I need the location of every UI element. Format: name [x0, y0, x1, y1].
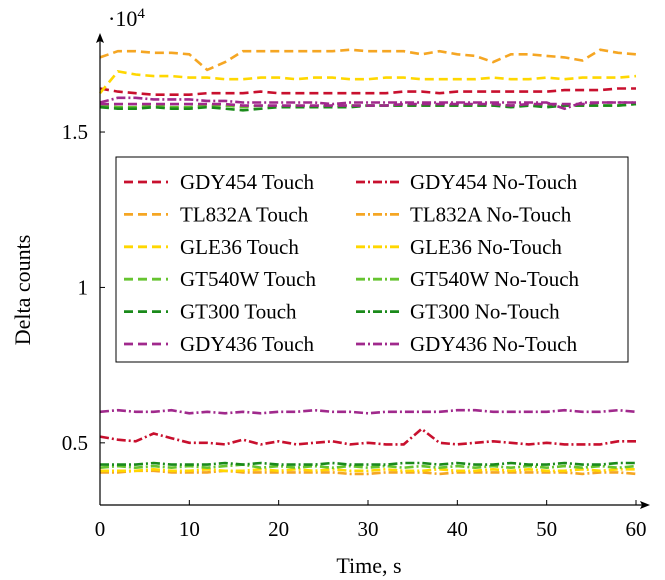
legend-entry-tl832a-touch: TL832A Touch	[124, 202, 309, 226]
series-line-gt300-no-touch	[100, 461, 636, 466]
legend-label: GDY436 Touch	[180, 332, 315, 356]
legend-label: GT540W Touch	[180, 267, 316, 291]
legend-label: GLE36 Touch	[180, 235, 299, 259]
legend-label: GT540W No-Touch	[410, 267, 580, 291]
x-tick-label: 20	[268, 517, 289, 541]
legend-entry-tl832a-no-touch: TL832A No-Touch	[356, 202, 572, 226]
legend-entry-gt300-touch: GT300 Touch	[124, 300, 297, 324]
series-line-gdy454-touch	[99, 87, 636, 96]
series-line-tl832a-no-touch	[100, 469, 637, 476]
tick-labels: 0 10 20 30 40 50 60 0.5 1 1.5	[62, 120, 647, 541]
x-axis-arrow	[640, 501, 650, 509]
legend-box	[115, 156, 629, 363]
legend-entry-gt540w-touch: GT540W Touch	[124, 267, 316, 291]
x-tick-label: 30	[358, 517, 379, 541]
legend-entry-gt300-no-touch: GT300 No-Touch	[356, 300, 560, 324]
legend-label: TL832A No-Touch	[410, 202, 572, 226]
legend-label: GDY436 No-Touch	[410, 332, 578, 356]
x-axis-label: Time, s	[336, 553, 401, 578]
legend-entry-gle36-touch: GLE36 Touch	[124, 235, 299, 259]
series-line-gdy436-no-touch	[99, 96, 636, 111]
legend-entry-gdy436-touch: GDY436 Touch	[124, 332, 315, 356]
legend-entry-gdy454-no-touch: GDY454 No-Touch	[356, 170, 578, 194]
x-tick-label: 10	[179, 517, 200, 541]
x-tick-label: 50	[536, 517, 557, 541]
legend: GDY454 Touch TL832A Touch GLE36 Touch GT540…	[115, 156, 629, 363]
series-layer	[98, 48, 637, 476]
series-line-gle36-touch	[98, 69, 637, 95]
series-line-gt540w-no-touch	[99, 463, 637, 470]
legend-label: GDY454 No-Touch	[410, 170, 578, 194]
legend-entry-gt540w-no-touch: GT540W No-Touch	[356, 267, 580, 291]
x-tick-label: 40	[447, 517, 468, 541]
y-axis-label: Delta counts	[10, 235, 35, 346]
legend-entry-gle36-no-touch: GLE36 No-Touch	[356, 235, 562, 259]
legend-label: GLE36 No-Touch	[410, 235, 562, 259]
series-line-gdy454-no-touch	[99, 427, 636, 446]
series-line-gdy436-no-touch-low	[99, 408, 637, 415]
legend-label: GT300 No-Touch	[410, 300, 560, 324]
x-tick-label: 0	[95, 517, 106, 541]
series-line-tl832a-touch	[99, 48, 637, 72]
y-tick-label: 0.5	[62, 431, 88, 455]
series-line-gdy436-touch	[100, 101, 636, 107]
y-axis-arrow	[96, 33, 104, 43]
x-tick-label: 60	[626, 517, 647, 541]
y-tick-label: 1	[78, 275, 89, 299]
series-line-gle36-no-touch	[100, 467, 636, 473]
legend-entry-gdy436-no-touch: GDY436 No-Touch	[356, 332, 578, 356]
legend-label: TL832A Touch	[180, 202, 309, 226]
legend-label: GDY454 Touch	[180, 170, 315, 194]
y-tick-label: 1.5	[62, 120, 88, 144]
legend-label: GT300 Touch	[180, 300, 297, 324]
legend-entry-gdy454-touch: GDY454 Touch	[124, 170, 315, 194]
axes	[96, 33, 650, 509]
y-axis-multiplier: ·104	[108, 6, 145, 31]
